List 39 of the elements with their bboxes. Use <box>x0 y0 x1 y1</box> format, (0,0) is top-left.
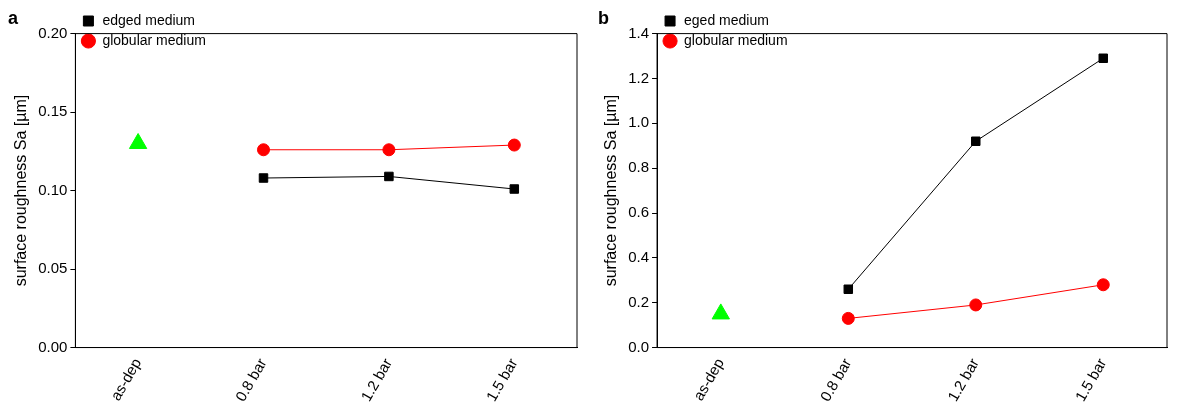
point <box>843 284 854 294</box>
y-tick-label: 1.0 <box>628 113 650 131</box>
y-tick-label: 0.20 <box>38 23 68 41</box>
x-tick-label: 1.2 bar <box>943 355 982 405</box>
x-tick-label: 1.5 bar <box>1071 355 1110 405</box>
x-tick-label: 0.8 bar <box>231 355 270 405</box>
chart-title: b <box>598 7 609 28</box>
x-tick-label: 0.8 bar <box>816 355 855 405</box>
point <box>257 143 270 157</box>
y-tick-label: 0.05 <box>38 259 68 277</box>
y-tick-label: 1.2 <box>628 68 650 86</box>
y-tick-label: 0.8 <box>628 158 650 176</box>
legend-label: globular medium <box>102 31 206 48</box>
y-axis-title: surface roughness Sa [µm] <box>12 94 30 287</box>
point <box>969 298 983 312</box>
y-tick-label: 0.10 <box>38 180 68 198</box>
y-axis-title: surface roughness Sa [µm] <box>602 94 620 287</box>
point <box>1096 278 1110 292</box>
legend-label: edged medium <box>102 11 196 28</box>
point <box>841 311 855 325</box>
y-tick-label: 0.00 <box>38 337 68 355</box>
y-tick-label: 0.0 <box>628 337 650 355</box>
point <box>384 171 394 182</box>
point <box>1098 53 1108 64</box>
point <box>507 138 521 152</box>
legend-label: eged medium <box>684 11 769 28</box>
legend-label: globular medium <box>684 31 788 48</box>
point <box>258 173 269 183</box>
chart-title: a <box>8 7 19 28</box>
x-tick-label: 1.2 bar <box>357 355 396 405</box>
y-tick-label: 0.2 <box>628 292 650 310</box>
point <box>509 184 520 194</box>
y-tick-label: 0.15 <box>38 102 68 120</box>
point <box>971 136 981 146</box>
x-tick-label: 1.5 bar <box>482 355 521 405</box>
y-tick-label: 0.6 <box>628 203 650 221</box>
y-tick-label: 1.4 <box>628 23 650 41</box>
y-tick-label: 0.4 <box>628 248 650 265</box>
point <box>382 143 396 157</box>
